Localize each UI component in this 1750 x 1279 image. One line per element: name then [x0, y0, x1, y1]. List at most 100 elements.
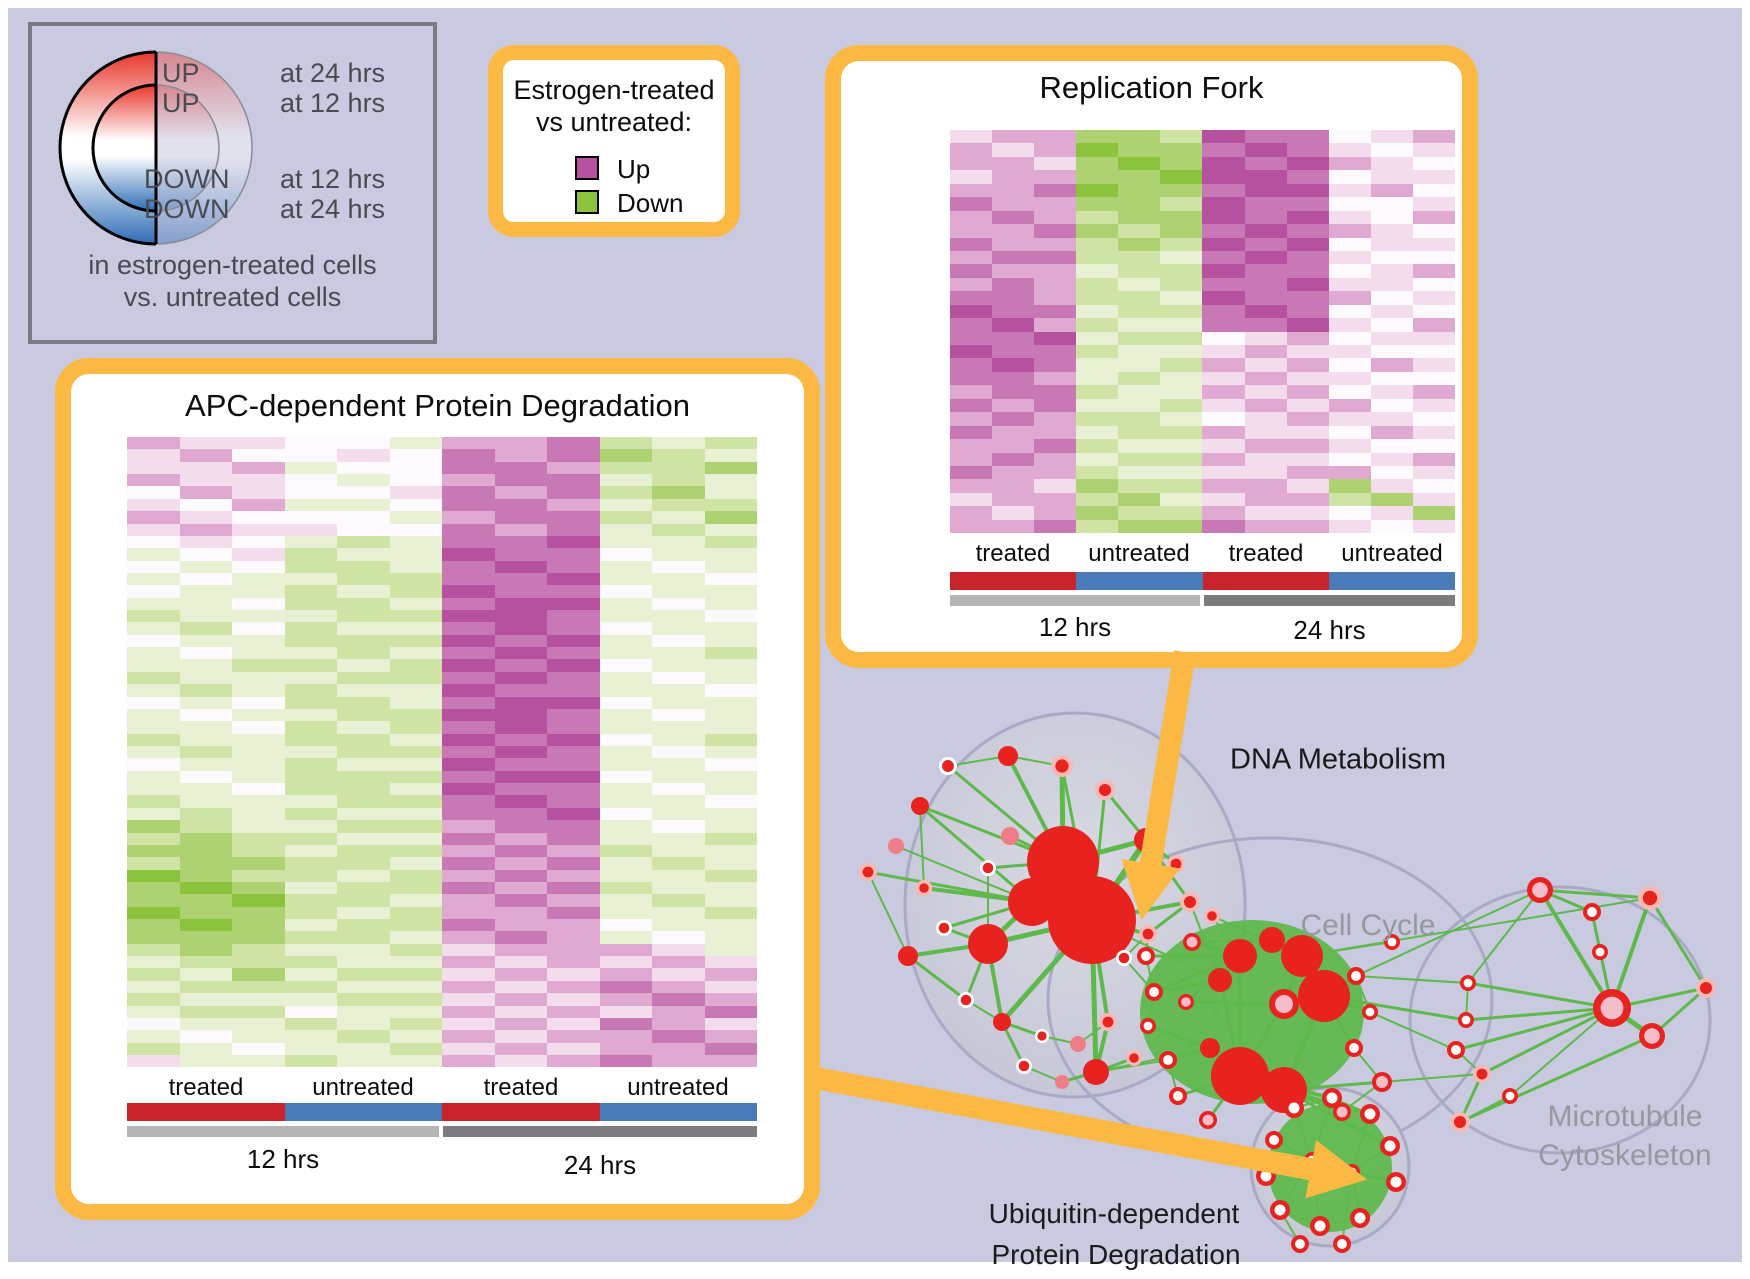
heatmap-cell: [652, 919, 705, 932]
gene-node-halo-center: [1700, 982, 1712, 994]
heatmap-cell: [1370, 291, 1413, 305]
heatmap-cell: [494, 1017, 547, 1031]
heatmap-cell: [494, 1005, 547, 1018]
heatmap-cell: [127, 869, 180, 882]
heatmap-cell: [1160, 130, 1203, 144]
heatmap-cell: [1412, 412, 1455, 426]
heatmap-cell: [1118, 492, 1161, 507]
gene-node-white-halo-center: [960, 994, 972, 1006]
heatmap-cell: [442, 511, 495, 524]
heatmap-cell: [652, 733, 705, 746]
ring-caption-line2: vs. untreated cells: [123, 282, 342, 312]
heatmap-cell: [442, 894, 495, 907]
heatmap-cell: [127, 943, 180, 957]
heatmap-cell: [547, 745, 600, 759]
heatmap-cell: [337, 659, 390, 672]
gene-node-halo-center: [1207, 911, 1217, 921]
heatmap-cell: [284, 461, 337, 475]
heatmap-cell: [547, 721, 600, 734]
heatmap-cell: [337, 461, 390, 475]
heatmap-cell: [599, 1030, 652, 1043]
heatmap-cell: [1034, 345, 1077, 359]
heatmap-cell: [337, 708, 390, 722]
heatmap-cell: [1286, 183, 1329, 198]
heatmap-cell: [652, 894, 705, 907]
heatmap-cell: [284, 807, 337, 821]
heatmap-cell: [652, 745, 705, 759]
heatmap-cell: [284, 498, 337, 512]
network-edge: [1355, 975, 1469, 984]
heatmap-cell: [1034, 143, 1077, 157]
heatmap-cell: [337, 498, 390, 512]
heatmap-cell: [1160, 425, 1203, 440]
heatmap-cell: [337, 572, 390, 586]
heatmap-cell: [1286, 318, 1329, 332]
heatmap-cell: [547, 622, 600, 635]
heatmap-row: [127, 721, 757, 734]
heatmap-cell: [284, 745, 337, 759]
heatmap-row: [950, 398, 1455, 413]
heatmap-cell: [652, 931, 705, 944]
rf-treated-bar-12: [950, 572, 1076, 590]
heatmap-cell: [599, 523, 652, 536]
heatmap-cell: [389, 832, 442, 845]
heatmap-cell: [127, 498, 180, 512]
heatmap-row: [950, 452, 1455, 466]
heatmap-cell: [127, 919, 180, 932]
heatmap-cell: [494, 610, 547, 623]
heatmap-cell: [599, 610, 652, 623]
heatmap-cell: [1118, 479, 1161, 493]
heatmap-cell: [547, 844, 600, 858]
heatmap-cell: [1370, 439, 1413, 453]
heatmap-row: [950, 371, 1455, 386]
heatmap-cell: [389, 993, 442, 1006]
heatmap-cell: [127, 659, 180, 672]
heatmap-cell: [704, 684, 757, 697]
heatmap-cell: [442, 721, 495, 734]
heatmap-cell: [1202, 237, 1245, 251]
heatmap-cell: [652, 881, 705, 895]
heatmap-cell: [652, 807, 705, 821]
heatmap-cell: [992, 479, 1035, 493]
heatmap-cell: [232, 696, 285, 709]
heatmap-cell: [547, 980, 600, 994]
heatmap-cell: [1244, 345, 1287, 359]
heatmap-cell: [389, 1042, 442, 1055]
heatmap-cell: [1118, 183, 1161, 198]
heatmap-cell: [232, 844, 285, 858]
heatmap-cell: [547, 758, 600, 771]
heatmap-cell: [1370, 237, 1413, 251]
heatmap-cell: [337, 807, 390, 821]
heatmap-cell: [389, 610, 442, 623]
heatmap-cell: [389, 943, 442, 957]
heatmap-cell: [494, 449, 547, 462]
heatmap-cell: [389, 647, 442, 660]
heatmap-cell: [1244, 210, 1287, 225]
heatmap-cell: [1412, 385, 1455, 399]
heatmap-cell: [232, 708, 285, 722]
heatmap-row: [950, 291, 1455, 305]
heatmap-cell: [1202, 452, 1245, 466]
heatmap-cell: [1412, 264, 1455, 278]
heatmap-cell: [1328, 156, 1371, 171]
heatmap-cell: [1202, 479, 1245, 493]
heatmap-row: [127, 671, 757, 685]
heatmap-cell: [442, 733, 495, 746]
heatmap-cell: [494, 647, 547, 660]
heatmap-cell: [1202, 183, 1245, 198]
heatmap-cell: [337, 980, 390, 994]
heatmap-cell: [1118, 385, 1161, 399]
heatmap-cell: [1286, 439, 1329, 453]
heatmap-cell: [389, 857, 442, 870]
heatmap-cell: [442, 919, 495, 932]
heatmap-cell: [127, 1005, 180, 1018]
gene-node-red: [1134, 828, 1158, 852]
heatmap-cell: [547, 708, 600, 722]
heatmap-cell: [232, 498, 285, 512]
heatmap-cell: [547, 1054, 600, 1068]
heatmap-cell: [442, 980, 495, 994]
heatmap-cell: [1286, 506, 1329, 520]
heatmap-cell: [389, 437, 442, 450]
heatmap-cell: [232, 461, 285, 475]
network-edge: [1481, 1006, 1613, 1076]
